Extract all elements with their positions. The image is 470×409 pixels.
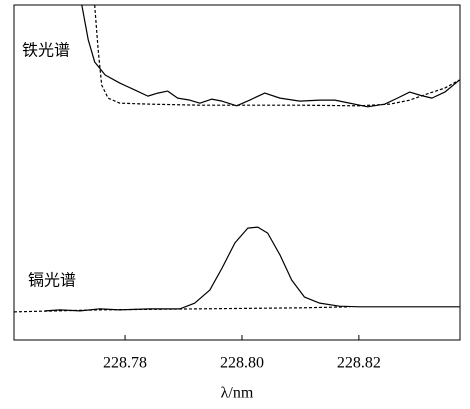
plot-frame (13, 4, 461, 341)
solid-curve (44, 226, 460, 312)
x-axis-label: λ/nm (221, 385, 254, 402)
annotation: 铁光谱 (22, 42, 70, 60)
dashed-curve (14, 306, 350, 313)
x-tick-label: 228.82 (337, 355, 381, 372)
dashed-curve (94, 5, 460, 107)
x-tick-label: 228.80 (220, 355, 264, 372)
solid-curve (81, 5, 460, 108)
curves (14, 5, 460, 313)
x-tick-label: 228.78 (103, 355, 147, 372)
annotation: 镉光谱 (28, 272, 76, 290)
